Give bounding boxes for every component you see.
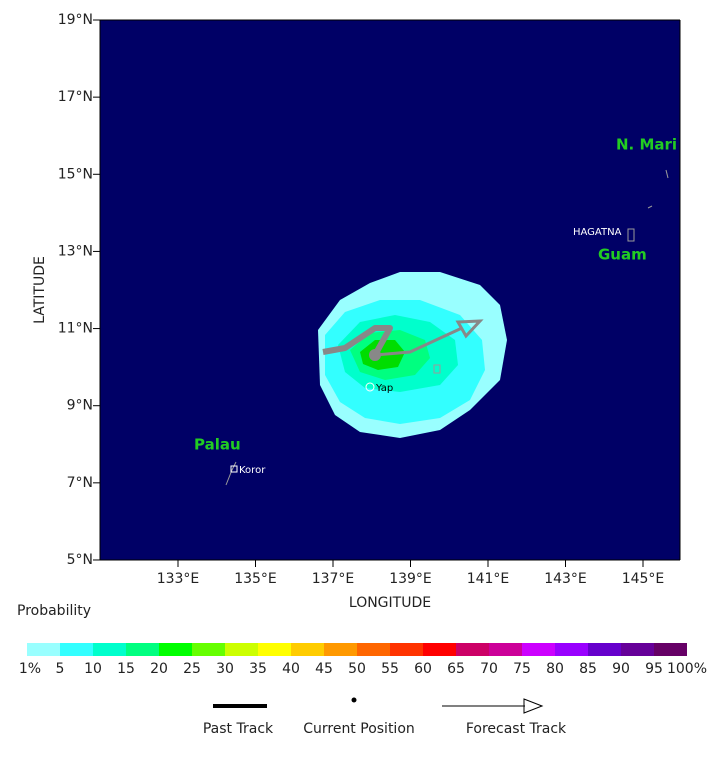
legend-swatch xyxy=(423,643,456,656)
x-axis-label: LONGITUDE xyxy=(349,595,431,611)
islands xyxy=(225,169,669,486)
track-legend: Past Track Current Position Forecast Tra… xyxy=(203,697,567,737)
probability-swath xyxy=(318,272,507,438)
place-label: HAGATNA xyxy=(573,227,622,238)
legend-label: 75 xyxy=(513,661,531,677)
legend-label: 5 xyxy=(56,661,65,677)
legend-swatch xyxy=(258,643,291,656)
legend-label: 15 xyxy=(117,661,135,677)
legend-swatch xyxy=(192,643,225,656)
lat-tick-label: 5°N xyxy=(67,552,93,568)
legend-label: 95 xyxy=(645,661,663,677)
lat-tick-label: 7°N xyxy=(67,475,93,491)
legend-swatch xyxy=(291,643,324,656)
legend-label: 60 xyxy=(414,661,432,677)
current-position xyxy=(369,349,381,361)
lat-tick-label: 17°N xyxy=(58,89,93,105)
legend-swatch xyxy=(27,643,60,656)
legend-swatch xyxy=(654,643,687,656)
legend-label: 25 xyxy=(183,661,201,677)
legend-swatch xyxy=(225,643,258,656)
legend-label: 20 xyxy=(150,661,168,677)
legend-swatch xyxy=(60,643,93,656)
legend-label: 65 xyxy=(447,661,465,677)
lon-tick-label: 135°E xyxy=(234,571,277,587)
koror-marker xyxy=(230,465,238,473)
place-label: Palau xyxy=(194,436,241,454)
place-label: N. Mari xyxy=(616,136,677,154)
lon-tick-label: 139°E xyxy=(389,571,432,587)
past-track-label: Past Track xyxy=(203,721,274,737)
legend-swatch xyxy=(93,643,126,656)
legend-label: 90 xyxy=(612,661,630,677)
legend-label: 50 xyxy=(348,661,366,677)
forecast-track xyxy=(374,319,484,357)
legend-label: 10 xyxy=(84,661,102,677)
legend-swatch xyxy=(357,643,390,656)
forecast-track-label: Forecast Track xyxy=(466,721,567,737)
legend-label: 80 xyxy=(546,661,564,677)
y-axis-label: LATITUDE xyxy=(32,256,48,324)
place-label: Yap xyxy=(375,383,393,394)
legend-swatch xyxy=(588,643,621,656)
legend-label: 70 xyxy=(480,661,498,677)
lat-tick-label: 13°N xyxy=(58,243,93,259)
yap-marker xyxy=(365,382,375,392)
legend-label: 40 xyxy=(282,661,300,677)
legend-swatch xyxy=(555,643,588,656)
lon-tick-label: 133°E xyxy=(157,571,200,587)
legend-swatch xyxy=(126,643,159,656)
lon-tick-label: 143°E xyxy=(544,571,587,587)
lat-tick-label: 11°N xyxy=(58,321,93,337)
legend-label: 30 xyxy=(216,661,234,677)
lon-tick-label: 141°E xyxy=(467,571,510,587)
legend-swatch xyxy=(390,643,423,656)
legend-swatch xyxy=(456,643,489,656)
legend-title: Probability xyxy=(17,603,91,619)
place-label: Guam xyxy=(598,246,647,264)
legend-swatch xyxy=(522,643,555,656)
legend-label: 35 xyxy=(249,661,267,677)
lat-tick-label: 9°N xyxy=(67,398,93,414)
legend-label: 45 xyxy=(315,661,333,677)
lat-tick-label: 19°N xyxy=(58,12,93,28)
legend-label: 100% xyxy=(667,661,707,677)
legend-label: 1% xyxy=(19,661,41,677)
legend-swatch xyxy=(489,643,522,656)
lon-tick-label: 137°E xyxy=(312,571,355,587)
legend-swatch xyxy=(159,643,192,656)
legend-label: 85 xyxy=(579,661,597,677)
legend-label: 55 xyxy=(381,661,399,677)
lat-tick-label: 15°N xyxy=(58,166,93,182)
lon-tick-label: 145°E xyxy=(622,571,665,587)
legend-swatch xyxy=(621,643,654,656)
legend-swatch xyxy=(324,643,357,656)
current-position-label: Current Position xyxy=(303,721,415,737)
place-label: Koror xyxy=(239,465,266,476)
past-track xyxy=(322,325,393,357)
